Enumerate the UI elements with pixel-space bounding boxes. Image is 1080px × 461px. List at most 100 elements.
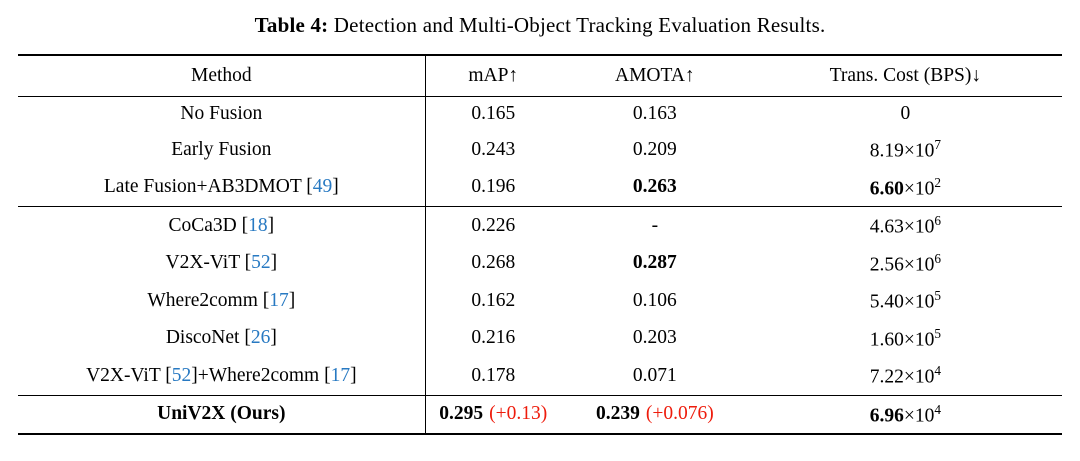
map-cell: 0.216	[425, 320, 561, 358]
amota-cell: 0.203	[561, 320, 749, 358]
map-cell: 0.295 (+0.13)	[425, 395, 561, 434]
cost-exponent: 6	[934, 213, 942, 228]
metric-delta: (+0.13)	[489, 403, 548, 425]
cite-open-bracket: [	[306, 176, 313, 198]
method-label: V2X-ViT	[86, 364, 166, 386]
citation-link[interactable]: 18	[248, 214, 268, 236]
cost-mantissa: 7.22	[869, 366, 904, 388]
metric-value: 0.163	[632, 103, 677, 124]
amota-cell: 0.287	[561, 245, 749, 283]
map-cell: 0.226	[425, 207, 561, 245]
method-cell: No Fusion	[18, 96, 426, 131]
map-cell: 0.243	[425, 131, 561, 169]
cost-cell: 8.19×107	[749, 131, 1062, 169]
cost-cell: 6.96×104	[749, 395, 1062, 434]
metric-value: 0.209	[632, 138, 677, 160]
row-group: UniV2X (Ours) 0.295 (+0.13) 0.239 (+0.076) 6.…	[18, 395, 1062, 434]
metric-value: 0.239	[595, 403, 640, 425]
cite-open-bracket: [	[241, 214, 249, 236]
cost-mantissa: 2.56	[869, 254, 904, 275]
citation-link[interactable]: 17	[269, 289, 289, 311]
metric-value: 0.162	[471, 289, 516, 311]
cost-times-ten: ×10	[903, 405, 935, 426]
citation-link[interactable]: 49	[312, 176, 333, 198]
cost-value: 0	[900, 103, 911, 124]
method-label: CoCa3D	[168, 214, 242, 236]
cost-cell: 6.60×102	[749, 169, 1062, 207]
cost-mantissa: 6.96	[869, 405, 904, 426]
table-row: UniV2X (Ours) 0.295 (+0.13) 0.239 (+0.076) 6.…	[18, 395, 1062, 434]
cost-exponent: 4	[934, 401, 942, 417]
method-label: Early Fusion	[171, 138, 272, 160]
citation-link[interactable]: 17	[330, 364, 351, 386]
col-header-map: mAP↑	[425, 55, 561, 97]
table-row: V2X-ViT [52]+Where2comm [17] 0.178 0.071 7.…	[18, 357, 1062, 395]
cite-open-bracket: [	[244, 252, 252, 274]
cost-cell: 4.63×106	[749, 207, 1062, 245]
method-cell: V2X-ViT [52]+Where2comm [17]	[18, 357, 426, 395]
method-cell: CoCa3D [18]	[18, 206, 426, 245]
table-caption-label: Table 4:	[254, 13, 329, 37]
metric-value: 0.178	[471, 364, 516, 386]
table-row: No Fusion 0.165 0.163 0	[18, 96, 1062, 132]
method-label: Where2comm	[147, 289, 263, 311]
cite-close-bracket: ]	[270, 252, 278, 274]
table-row: Late Fusion+AB3DMOT [49] 0.196 0.263 6.60×1…	[18, 168, 1062, 207]
table-row: V2X-ViT [52] 0.268 0.287 2.56×106	[18, 244, 1062, 283]
col-header-method: Method	[18, 55, 426, 97]
amota-cell: 0.209	[561, 131, 749, 169]
cost-mantissa: 4.63	[869, 216, 904, 238]
cost-mantissa: 6.60	[869, 178, 904, 199]
table-row: Early Fusion 0.243 0.209 8.19×107	[18, 131, 1062, 169]
cost-cell: 1.60×105	[749, 320, 1062, 358]
cost-times-ten: ×10	[903, 140, 935, 162]
cost-exponent: 6	[934, 250, 942, 266]
metric-value: 0.165	[471, 103, 516, 124]
cite-close-bracket: ]	[270, 327, 277, 349]
cost-times-ten: ×10	[903, 216, 935, 238]
map-cell: 0.196	[425, 169, 561, 207]
method-cell: UniV2X (Ours)	[18, 395, 426, 434]
metric-value: 0.196	[471, 176, 516, 198]
metric-value: 0.287	[632, 252, 677, 274]
metric-value: 0.243	[471, 138, 516, 160]
cite-close-bracket: ]	[332, 176, 339, 198]
cite-open-bracket: [	[165, 364, 172, 386]
method-cell: V2X-ViT [52]	[18, 244, 426, 282]
cost-exponent: 5	[934, 325, 942, 341]
metric-value: -	[651, 214, 659, 236]
cite-close-bracket: ]	[288, 289, 296, 311]
amota-cell: 0.163	[561, 97, 749, 132]
metric-value: 0.295	[439, 403, 484, 425]
citation-link[interactable]: 52	[171, 364, 192, 386]
table-header: Method mAP↑ AMOTA↑ Trans. Cost (BPS)↓	[18, 55, 1062, 97]
citation-link[interactable]: 52	[251, 252, 271, 274]
metric-delta: (+0.076)	[645, 403, 714, 425]
cost-exponent: 5	[934, 288, 942, 303]
citation-link[interactable]: 26	[250, 327, 271, 349]
table-row: CoCa3D [18] 0.226 - 4.63×106	[18, 206, 1062, 245]
cost-mantissa: 1.60	[869, 329, 904, 350]
cost-mantissa: 8.19	[869, 140, 904, 162]
map-cell: 0.162	[425, 282, 561, 320]
cost-exponent: 2	[934, 174, 942, 190]
amota-cell: 0.071	[561, 357, 749, 395]
results-table: Method mAP↑ AMOTA↑ Trans. Cost (BPS)↓ No…	[18, 54, 1062, 435]
cite-open-bracket: [	[244, 327, 251, 349]
amota-cell: -	[561, 207, 749, 245]
cite-open-bracket: [	[324, 364, 331, 386]
table-row: DiscoNet [26] 0.216 0.203 1.60×105	[18, 319, 1062, 358]
cost-cell: 0	[749, 97, 1062, 132]
metric-value: 0.268	[471, 252, 516, 274]
table-caption: Table 4: Detection and Multi-Object Trac…	[0, 0, 1080, 38]
method-cell: Late Fusion+AB3DMOT [49]	[18, 168, 426, 207]
table-caption-text: Detection and Multi-Object Tracking Eval…	[328, 13, 826, 37]
amota-cell: 0.239 (+0.076)	[561, 395, 749, 434]
cost-times-ten: ×10	[903, 291, 935, 313]
metric-value: 0.263	[632, 176, 677, 198]
cite-open-bracket: [	[262, 289, 270, 311]
row-group: No Fusion 0.165 0.163 0 Early Fusion 0.243 0.2…	[18, 96, 1062, 207]
method-label: V2X-ViT	[165, 252, 245, 274]
metric-value: 0.203	[632, 327, 677, 349]
method-cell: Where2comm [17]	[18, 282, 426, 320]
